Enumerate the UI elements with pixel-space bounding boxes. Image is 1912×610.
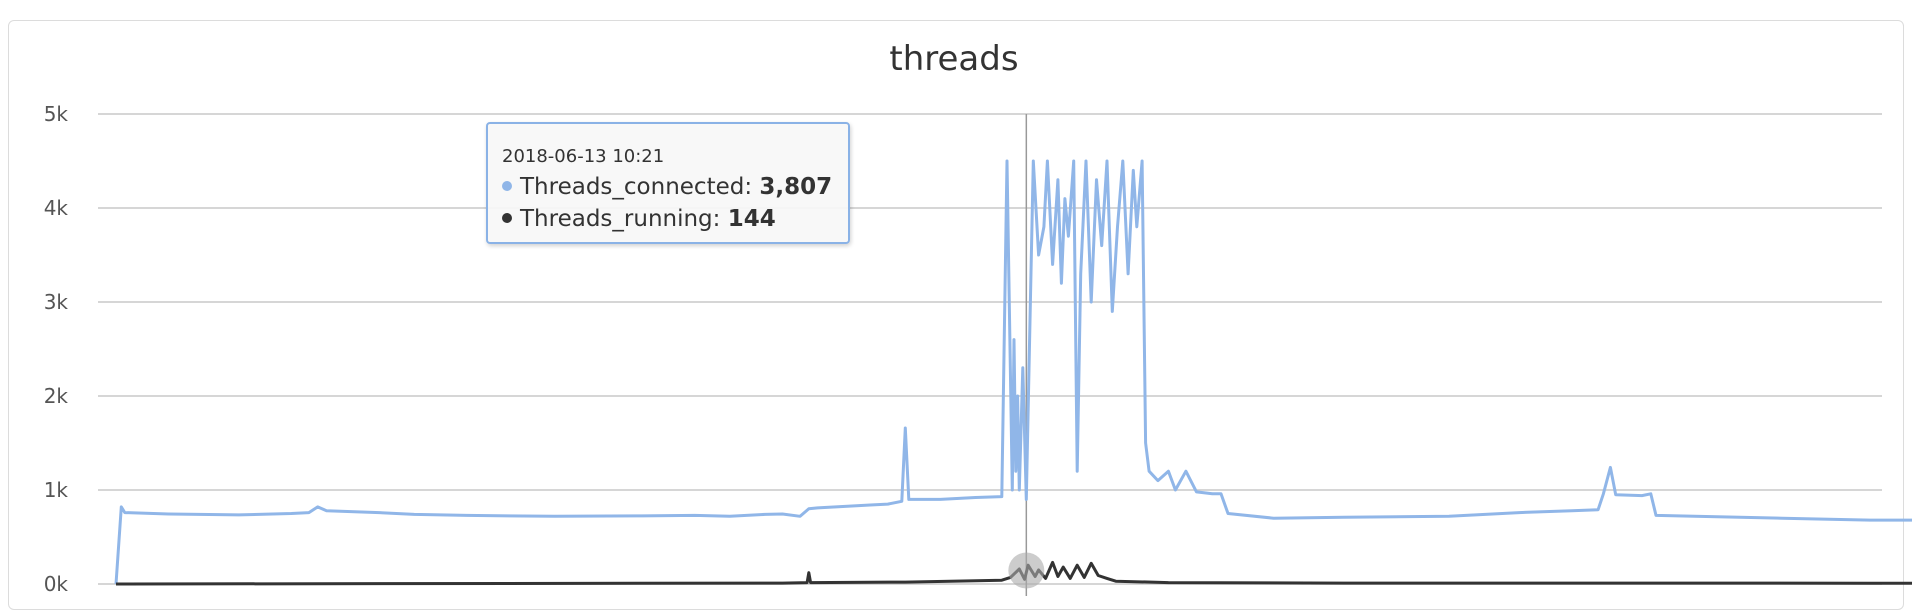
chart-title: threads	[889, 39, 1018, 79]
tooltip: 2018-06-13 10:21 Threads_connected: 3,80…	[486, 122, 850, 244]
series-layer[interactable]	[114, 159, 1912, 586]
y-tick-label: 1k	[44, 478, 69, 502]
y-tick-label: 0k	[44, 572, 69, 596]
y-tick-label: 2k	[44, 384, 69, 408]
tooltip-row-connected: Threads_connected: 3,807	[502, 174, 832, 200]
series-dot-icon	[502, 212, 512, 223]
tooltip-time: 2018-06-13 10:21	[502, 146, 665, 167]
y-tick-label: 4k	[44, 196, 69, 220]
tooltip-series-value: 3,807	[759, 174, 833, 200]
y-tick-label: 5k	[44, 102, 69, 126]
threads-chart: threads 0k 1k 2k 3k 4k 5k	[44, 39, 1912, 596]
series-line-threads-connected[interactable]	[114, 159, 1912, 585]
tooltip-series-value: 144	[727, 206, 776, 232]
series-line-threads-running[interactable]	[115, 560, 1912, 586]
y-axis: 0k 1k 2k 3k 4k 5k	[44, 102, 69, 596]
tooltip-row-running: Threads_running: 144	[502, 206, 776, 232]
series-dot-icon	[502, 180, 512, 191]
tooltip-series-name: Threads_connected	[520, 174, 745, 200]
chart-panel	[8, 20, 1904, 610]
tooltip-series-name: Threads_running	[520, 206, 713, 232]
y-tick-label: 3k	[44, 290, 69, 314]
hover-marker	[1008, 552, 1045, 589]
